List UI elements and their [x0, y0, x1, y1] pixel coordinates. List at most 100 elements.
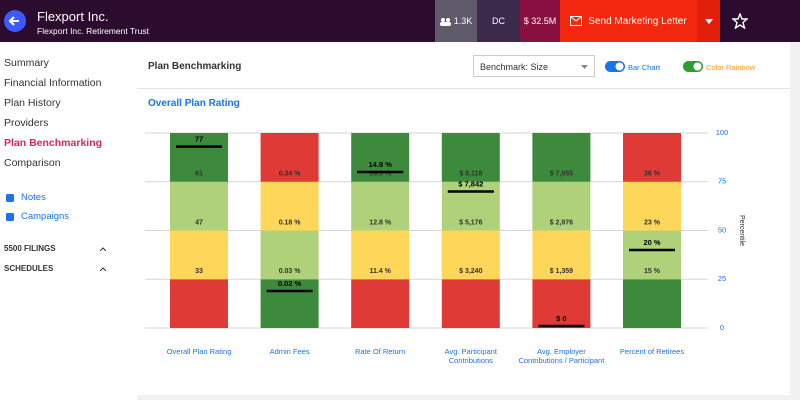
percentile-label: $ 7,055 — [550, 171, 573, 178]
y-axis-label: Percentile — [738, 215, 745, 246]
toggle-label: Color Rainbow — [706, 63, 756, 72]
percentile-label: 47 — [195, 219, 203, 226]
marker-label: $ 0 — [556, 314, 566, 323]
card-title: Plan Benchmarking — [148, 61, 242, 72]
band — [441, 230, 500, 280]
percentile-label: 0.03 % — [279, 268, 302, 275]
tool-icon — [6, 194, 14, 202]
percentile-label: 0.34 % — [279, 171, 302, 178]
band — [260, 279, 319, 328]
nav-link[interactable]: Providers — [4, 117, 49, 129]
send-label: Send Marketing Letter — [588, 15, 687, 27]
percentile-label: 33 — [195, 268, 203, 275]
band — [623, 181, 681, 231]
toggle-label: Bar Chart — [628, 63, 661, 72]
chevron — [100, 247, 106, 251]
icon-shape — [6, 194, 14, 202]
tool-icon — [6, 213, 14, 221]
band — [170, 279, 228, 328]
nav-link[interactable]: Financial Information — [4, 77, 102, 89]
y-tick-label: 0 — [720, 323, 724, 332]
nav-link[interactable]: Plan History — [4, 97, 61, 109]
x-tick-label: Avg. Employer Contributions / Participan… — [518, 347, 605, 365]
divider — [137, 88, 790, 89]
marker-label: $ 7,842 — [458, 179, 483, 188]
percentile-label: 61 — [195, 171, 203, 178]
back-button[interactable] — [4, 10, 26, 32]
nav-link[interactable]: Plan Benchmarking — [4, 137, 103, 149]
section-toggle[interactable]: SCHEDULES — [4, 264, 54, 273]
percentile-label: 12.8 % — [369, 219, 392, 226]
send-button[interactable]: Send Marketing Letter — [560, 0, 697, 42]
participants: 1.3K — [453, 16, 473, 26]
band — [170, 230, 228, 280]
percentile-label: 14.5 % — [369, 171, 392, 178]
percentile-label: $ 5,176 — [459, 219, 482, 226]
plan-name: Flexport Inc. Retirement Trust — [37, 26, 149, 36]
band — [351, 133, 410, 182]
band — [260, 230, 319, 280]
chart-title: Overall Plan Rating — [148, 98, 240, 109]
band — [441, 181, 500, 231]
benchmark-card: Plan Benchmarking Benchmark: Size Bar Ch… — [137, 42, 790, 395]
chevron — [100, 267, 106, 271]
top-bar: Flexport Inc. Flexport Inc. Retirement T… — [0, 0, 800, 42]
marker-label: 77 — [195, 135, 203, 144]
percentile-label: 36 % — [644, 171, 661, 178]
band — [260, 133, 319, 182]
marker-label: 14.8 % — [369, 160, 393, 169]
bar-chart-toggle[interactable] — [605, 61, 625, 72]
band — [170, 133, 228, 182]
x-tick-label: Overall Plan Rating — [166, 347, 232, 356]
participants-badge[interactable]: 1.3K — [435, 0, 477, 42]
select-value: Benchmark: Size — [480, 62, 549, 72]
band — [532, 133, 591, 182]
sidebar: Summary Financial Information Plan History… — [0, 42, 137, 400]
band — [441, 133, 500, 182]
plan-type-badge[interactable]: DC — [477, 0, 520, 42]
assets: $ 32.5M — [523, 16, 557, 26]
send-dropdown[interactable] — [697, 0, 720, 42]
plan-type: DC — [492, 16, 505, 26]
percentile-label: $ 2,976 — [550, 219, 573, 226]
percentile-label: 11.4 % — [369, 268, 391, 275]
favorite-star[interactable] — [732, 13, 748, 29]
tool-link[interactable]: Campaigns — [21, 211, 70, 222]
percentile-label: $ 3,240 — [459, 268, 482, 275]
chevron-shape — [100, 267, 106, 271]
x-tick-label: Admin Fees — [269, 347, 310, 356]
chart: 0 25 50 75 100 Percentile 33 47 61 77 0.03 % 0.18 %… — [145, 125, 765, 385]
band — [260, 181, 319, 231]
tool-link[interactable]: Notes — [21, 192, 46, 203]
y-tick-label: 50 — [718, 225, 726, 234]
band — [532, 230, 591, 280]
band — [351, 181, 410, 231]
x-tick-label: Percent of Retirees — [619, 347, 685, 356]
marker-label: 0.02 % — [278, 279, 302, 288]
section-toggle[interactable]: 5500 FILINGS — [4, 244, 56, 253]
band — [441, 279, 500, 328]
assets-badge[interactable]: $ 32.5M — [520, 0, 560, 42]
nav-link[interactable]: Comparison — [4, 157, 61, 169]
percentile-label: 23 % — [644, 219, 661, 226]
percentile-label: 15 % — [644, 268, 661, 275]
band — [623, 230, 681, 280]
marker-label: 20 % — [643, 238, 660, 247]
chart-plot: 0 25 50 75 100 Percentile 33 47 61 77 0.03 % 0.18 %… — [145, 128, 745, 332]
x-tick-label: Avg. Participant Contributions — [444, 347, 497, 365]
band — [532, 181, 591, 231]
percentile-label: 0.18 % — [279, 219, 302, 226]
band — [532, 279, 591, 328]
y-tick-label: 75 — [718, 177, 726, 186]
band — [351, 279, 410, 328]
band — [623, 279, 681, 328]
nav-link[interactable]: Summary — [4, 57, 49, 69]
color-toggle[interactable] — [683, 61, 703, 72]
benchmark-select[interactable]: Benchmark: Size — [473, 55, 595, 77]
band — [623, 133, 681, 182]
y-tick-label: 25 — [718, 274, 726, 283]
percentile-label: $ 1,359 — [550, 268, 573, 275]
icon-shape — [6, 213, 14, 221]
band — [351, 230, 410, 280]
